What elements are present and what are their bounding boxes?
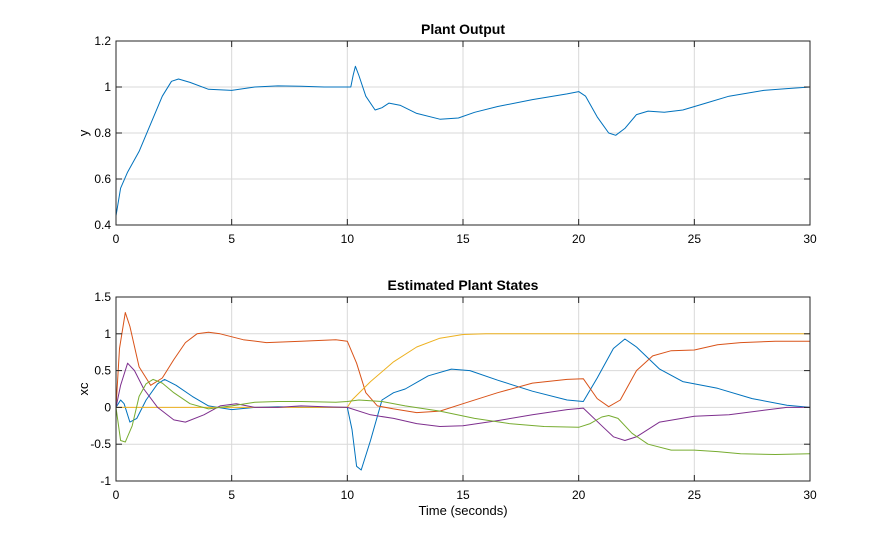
x-tick-labels: 0 5 10 15 20 25 30: [113, 232, 817, 246]
x-tick-label: 5: [228, 488, 235, 502]
y-axis-label: xc: [76, 382, 91, 396]
x-tick-labels: 0 5 10 15 20 25 30: [113, 488, 817, 502]
estimated-states-axes: 0 5 10 15 20 25 30 -1 -0.5 0 0.5 1 1.5 Estimated Pl…: [76, 277, 817, 518]
x-tick-label: 15: [456, 232, 470, 246]
y-tick-label: 0.6: [94, 172, 111, 186]
x-tick-label: 0: [113, 488, 120, 502]
x-tick-label: 25: [688, 232, 702, 246]
x-tick-label: 10: [341, 232, 355, 246]
y-tick-label: 0.4: [94, 218, 111, 232]
y-tick-label: 1: [104, 327, 111, 341]
x-tick-label: 0: [113, 232, 120, 246]
x-tick-label: 30: [803, 488, 817, 502]
y-tick-label: -1: [100, 474, 111, 488]
x-tick-label: 5: [228, 232, 235, 246]
x-tick-label: 25: [688, 488, 702, 502]
chart-title: Estimated Plant States: [388, 277, 539, 293]
series-lines: [115, 65, 811, 216]
y-tick-label: 1.5: [94, 290, 111, 304]
series-line-2: [115, 312, 810, 414]
y-tick-labels: -1 -0.5 0 0.5 1 1.5: [90, 290, 111, 488]
y-tick-label: 1.2: [94, 34, 111, 48]
y-tick-label: 1: [104, 80, 111, 94]
x-tick-label: 30: [803, 232, 817, 246]
series-line-5: [115, 378, 811, 455]
series-lines: [115, 312, 811, 471]
x-tick-label: 20: [572, 232, 586, 246]
y-tick-label: -0.5: [90, 437, 111, 451]
y-axis-label: y: [76, 129, 91, 136]
chart-title: Plant Output: [421, 21, 505, 37]
y-tick-label: 0: [104, 400, 111, 414]
x-axis-label: Time (seconds): [418, 503, 507, 518]
tick-marks: [115, 296, 811, 482]
x-tick-label: 20: [572, 488, 586, 502]
tick-marks: [115, 40, 811, 226]
plant-output-axes: 0 5 10 15 20 25 30 0.40.60.811.2 Plant Output …: [76, 21, 817, 246]
x-tick-label: 10: [341, 488, 355, 502]
series-line-4: [115, 362, 810, 441]
y-tick-labels: 0.4 0.6 0.8 1 1.2: [94, 34, 111, 232]
x-tick-label: 15: [456, 488, 470, 502]
series-line-1: [115, 338, 811, 471]
series-line-1: [115, 65, 811, 216]
y-tick-label: 0.5: [94, 364, 111, 378]
y-tick-label: 0.8: [94, 126, 111, 140]
